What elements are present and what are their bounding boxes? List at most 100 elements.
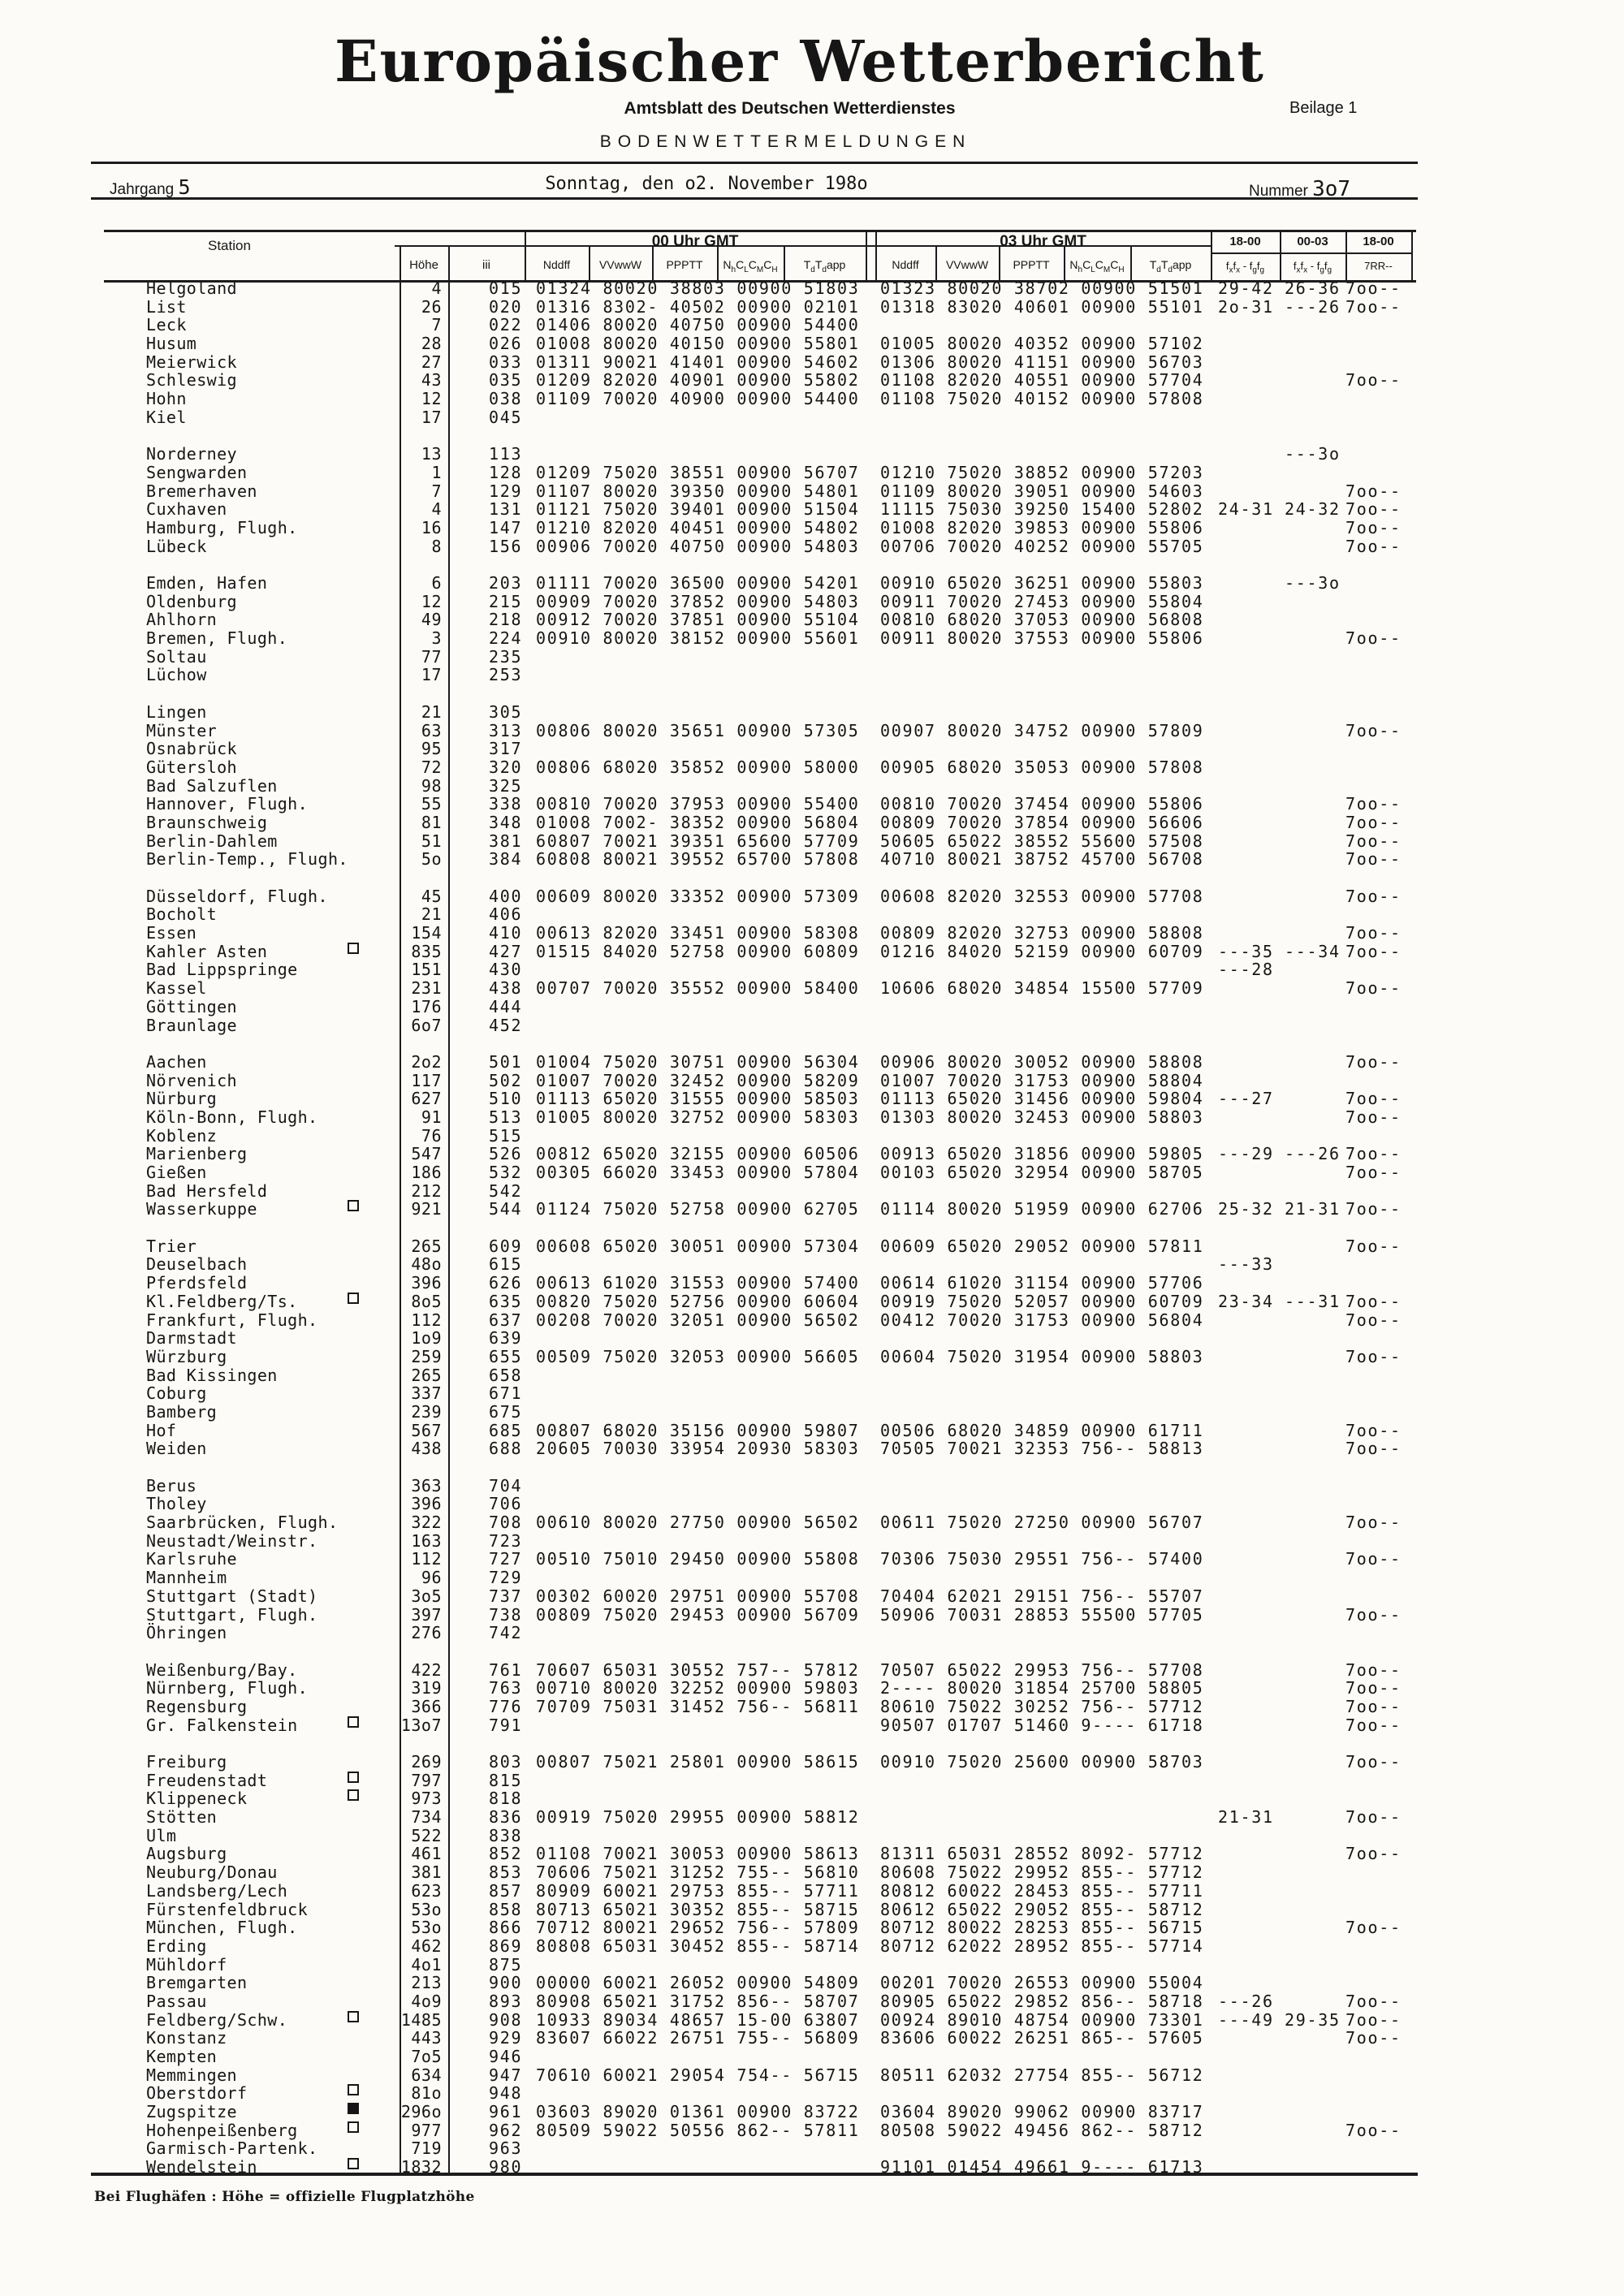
station-name: Oldenburg	[146, 591, 237, 611]
wind-extreme-00-03: 29-35	[1285, 2009, 1341, 2030]
station-id-iii: 962	[489, 2120, 523, 2140]
station-marker-icon	[348, 2084, 359, 2096]
station-name: Husum	[146, 334, 197, 354]
table-row: Stuttgart (Stadt) 3o5 737 00302 60020 29751…	[0, 1587, 1624, 1606]
station-name: Bad Salzuflen	[146, 775, 278, 796]
table-row: Bremen, Flugh. 3 224 00910 80020 38152 0090…	[0, 629, 1624, 648]
obs-00gmt: 00305 66020 33453 00900 57804	[536, 1163, 860, 1182]
station-id-iii: 156	[489, 536, 523, 556]
obs-00gmt: 70709 75031 31452 756-- 56811	[536, 1696, 860, 1716]
station-name: Cuxhaven	[146, 499, 227, 520]
station-name: Helgoland	[146, 278, 237, 298]
wind-extreme-18-00: ---35	[1218, 941, 1274, 961]
station-name: Kempten	[146, 2047, 218, 2066]
station-id-iii: 980	[489, 2157, 523, 2177]
station-id-iii: 688	[489, 1439, 523, 1459]
column-header-iii: iii	[482, 258, 490, 272]
obs-00gmt: 60807 70021 39351 65600 57709	[536, 831, 860, 851]
station-marker-icon	[348, 1200, 359, 1212]
obs-00gmt: 01111 70020 36500 00900 54201	[536, 573, 860, 593]
obs-00gmt: 70606 75021 31252 755-- 56810	[536, 1862, 860, 1883]
table-row: Hannover, Flugh. 55 338 00810 70020 37953 0…	[0, 795, 1624, 814]
station-height: 6	[431, 573, 442, 593]
station-id-iii: 026	[489, 334, 523, 354]
station-name: Hannover, Flugh.	[146, 794, 309, 814]
station-name: Weißenburg/Bay.	[146, 1659, 298, 1680]
column-header-station: Station	[208, 238, 251, 253]
station-id-iii: 866	[489, 1918, 523, 1938]
station-name: Wendelstein	[146, 2157, 257, 2177]
station-name: Meierwick	[146, 352, 237, 372]
station-id-iii: 963	[489, 2138, 523, 2159]
station-name: Essen	[146, 923, 197, 943]
station-height: 797	[411, 1770, 442, 1790]
table-row: Pferdsfeld 396 626 00613 61020 31553 00900 …	[0, 1274, 1624, 1293]
obs-00gmt: 01004 75020 30751 00900 56304	[536, 1051, 860, 1072]
station-id-iii: 738	[489, 1604, 523, 1625]
station-height: 96	[421, 1568, 442, 1588]
obs-03gmt: 00810 70020 37454 00900 55806	[880, 794, 1204, 814]
precip-7rr: 7oo--	[1345, 1310, 1402, 1330]
obs-00gmt: 01311 90021 41401 00900 54602	[536, 352, 860, 372]
obs-00gmt: 70607 65031 30552 757-- 57812	[536, 1659, 860, 1680]
station-name: Gütersloh	[146, 757, 237, 777]
obs-03gmt: 00608 82020 32553 00900 57708	[880, 886, 1204, 906]
table-row: Aachen 2o2 501 01004 75020 30751 00900 5630…	[0, 1053, 1624, 1072]
table-row: Hof 567 685 00807 68020 35156 00900 59807 00…	[0, 1420, 1624, 1440]
column-header-hoehe: Höhe	[409, 258, 438, 272]
station-height: 212	[411, 1180, 442, 1201]
wind-extreme-18-00: ---33	[1218, 1254, 1274, 1275]
station-marker-icon	[348, 1292, 359, 1304]
obs-03gmt: 11115 75030 39250 15400 52802	[880, 499, 1204, 520]
station-name: Erding	[146, 1936, 207, 1956]
station-height: 1o9	[411, 1328, 442, 1349]
table-row: Norderney 13 113 ---3o	[0, 445, 1624, 464]
station-name: Augsburg	[146, 1844, 227, 1864]
obs-03gmt: 80905 65022 29852 856-- 58718	[880, 1991, 1204, 2011]
table-row: Frankfurt, Flugh. 112 637 00208 70020 32051…	[0, 1310, 1624, 1330]
precip-7rr: 7oo--	[1345, 1513, 1402, 1533]
precip-7rr: 7oo--	[1345, 1420, 1402, 1440]
vline-right-block-0	[1211, 230, 1212, 280]
station-height: 422	[411, 1659, 442, 1680]
obs-03gmt: 80712 62022 28952 855-- 57714	[880, 1936, 1204, 1956]
obs-03gmt: 00706 70020 40252 00900 55705	[880, 536, 1204, 556]
vline-right-block-3	[1411, 230, 1413, 280]
table-row: Augsburg 461 852 01108 70021 30053 00900 58…	[0, 1845, 1624, 1863]
station-id-iii: 131	[489, 499, 523, 520]
station-name: Stuttgart, Flugh.	[146, 1604, 318, 1625]
precip-7rr: 7oo--	[1345, 1752, 1402, 1772]
obs-03gmt: 00614 61020 31154 00900 57706	[880, 1273, 1204, 1293]
body-vline-hoehe-iii	[448, 280, 450, 2173]
wind-extreme-00-03: 24-32	[1285, 499, 1341, 520]
wind-extreme-18-00: 23-34	[1218, 1291, 1274, 1311]
obs-03gmt: 00201 70020 26553 00900 55004	[880, 1973, 1204, 1993]
station-id-iii: 035	[489, 370, 523, 391]
station-id-iii: 708	[489, 1513, 523, 1533]
station-id-iii: 737	[489, 1586, 523, 1606]
table-row: Neuburg/Donau 381 853 70606 75021 31252 755…	[0, 1863, 1624, 1882]
obs-00gmt: 00610 80020 27750 00900 56502	[536, 1513, 860, 1533]
station-height: 397	[411, 1604, 442, 1625]
precip-7rr: 7oo--	[1345, 1163, 1402, 1182]
obs-00gmt: 00809 75020 29453 00900 56709	[536, 1604, 860, 1625]
station-id-iii: 858	[489, 1899, 523, 1919]
station-height: 921	[411, 1199, 442, 1219]
station-id-iii: 147	[489, 517, 523, 537]
precip-7rr: 7oo--	[1345, 831, 1402, 851]
station-id-iii: 384	[489, 849, 523, 870]
table-row: Berlin-Temp., Flugh. 5o 384 60808 80021 395…	[0, 850, 1624, 869]
station-height: 7o5	[411, 2047, 442, 2066]
station-id-iii: 857	[489, 1880, 523, 1901]
station-id-iii: 502	[489, 1070, 523, 1090]
station-name: Bad Hersfeld	[146, 1180, 268, 1201]
station-id-iii: 723	[489, 1530, 523, 1551]
page-subtitle: Amtsblatt des Deutschen Wetterdienstes	[624, 99, 956, 118]
precip-7rr: 7oo--	[1345, 849, 1402, 870]
station-height: 176	[411, 996, 442, 1016]
vline-iii-data	[525, 230, 526, 280]
station-id-iii: 313	[489, 720, 523, 740]
station-id-iii: 381	[489, 831, 523, 851]
station-height: 81o	[411, 2083, 442, 2104]
